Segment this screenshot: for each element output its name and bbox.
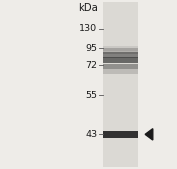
Bar [103, 48, 138, 54]
Bar [103, 69, 138, 74]
Text: kDa: kDa [78, 3, 98, 13]
Text: 72: 72 [85, 61, 97, 70]
Bar [103, 52, 138, 58]
Bar [103, 57, 138, 63]
Polygon shape [145, 129, 153, 140]
Text: 55: 55 [85, 91, 97, 100]
Text: 43: 43 [85, 130, 97, 139]
Text: 95: 95 [85, 44, 97, 53]
Bar [103, 2, 138, 167]
Bar [103, 64, 138, 69]
Bar [103, 131, 138, 138]
Bar [103, 46, 138, 51]
Text: 130: 130 [79, 24, 97, 33]
